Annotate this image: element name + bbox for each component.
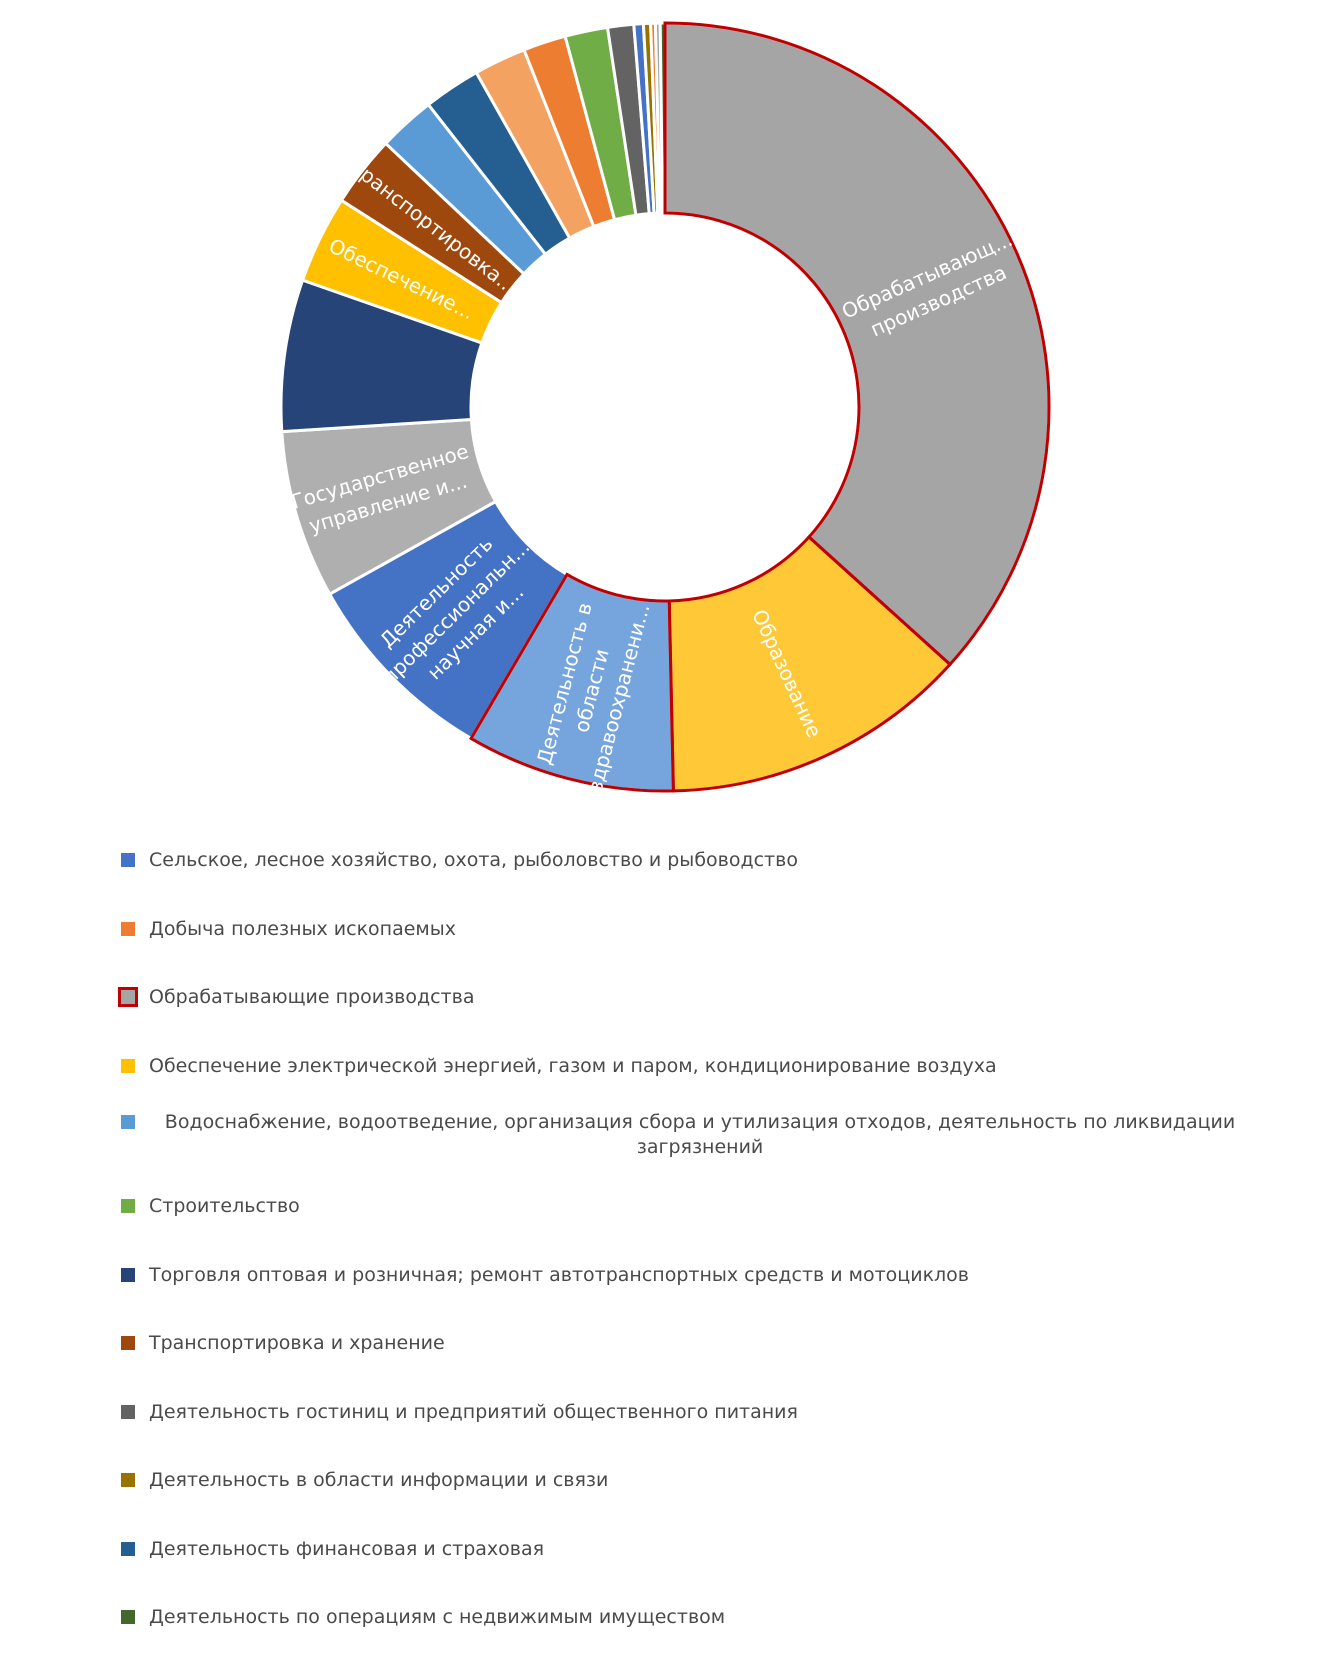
legend-swatch: [121, 1115, 135, 1129]
legend-item: Добыча полезных ископаемых: [121, 917, 1251, 942]
legend-item: Деятельность финансовая и страховая: [121, 1537, 1251, 1562]
donut-slices: [279, 21, 1051, 793]
legend-swatch: [121, 1059, 135, 1073]
highlighted-slice-outline: [469, 572, 675, 793]
legend-swatch: [121, 1405, 135, 1419]
legend-label: Транспортировка и хранение: [149, 1332, 445, 1354]
legend-label: Обрабатывающие производства: [149, 986, 475, 1008]
legend-item: Деятельность в области информации и связ…: [121, 1468, 1251, 1493]
legend-item: Торговля оптовая и розничная; ремонт авт…: [121, 1263, 1251, 1288]
legend-item: Транспортировка и хранение: [121, 1331, 1251, 1356]
highlighted-slice-outline: [663, 21, 1051, 667]
legend-label: Обеспечение электрической энергией, газо…: [149, 1055, 997, 1077]
legend-swatch: [121, 853, 135, 867]
legend-item: Обрабатывающие производства: [118, 985, 1251, 1010]
legend-label: Деятельность по операциям с недвижимым и…: [149, 1606, 726, 1628]
legend-item: Сельское, лесное хозяйство, охота, рыбол…: [121, 848, 1251, 873]
legend-item: Деятельность гостиниц и предприятий обще…: [121, 1400, 1251, 1425]
legend-label: Деятельность гостиниц и предприятий обще…: [149, 1401, 798, 1423]
highlighted-slice-outline: [667, 534, 953, 793]
legend-item: Водоснабжение, водоотведение, организаци…: [121, 1110, 1251, 1160]
legend-label: Добыча полезных ископаемых: [149, 918, 457, 940]
legend-label: Деятельность финансовая и страховая: [149, 1538, 545, 1560]
legend-swatch: [121, 1542, 135, 1556]
legend-swatch: [121, 1268, 135, 1282]
legend-label: Строительство: [149, 1195, 300, 1217]
legend-label: Водоснабжение, водоотведение, организаци…: [164, 1111, 1236, 1158]
legend-swatch: [121, 922, 135, 936]
legend-label: Сельское, лесное хозяйство, охота, рыбол…: [149, 849, 798, 871]
legend-label: Деятельность в области информации и связ…: [149, 1469, 609, 1491]
legend-swatch: [121, 1610, 135, 1624]
legend-swatch: [121, 1336, 135, 1350]
legend-swatch: [121, 1473, 135, 1487]
legend-item: Обеспечение электрической энергией, газо…: [121, 1054, 1251, 1079]
legend-swatch: [118, 987, 138, 1007]
legend-item: Деятельность по операциям с недвижимым и…: [121, 1605, 1251, 1630]
legend-swatch: [121, 1199, 135, 1213]
legend-label: Торговля оптовая и розничная; ремонт авт…: [149, 1264, 970, 1286]
legend-item: Строительство: [121, 1194, 1251, 1219]
